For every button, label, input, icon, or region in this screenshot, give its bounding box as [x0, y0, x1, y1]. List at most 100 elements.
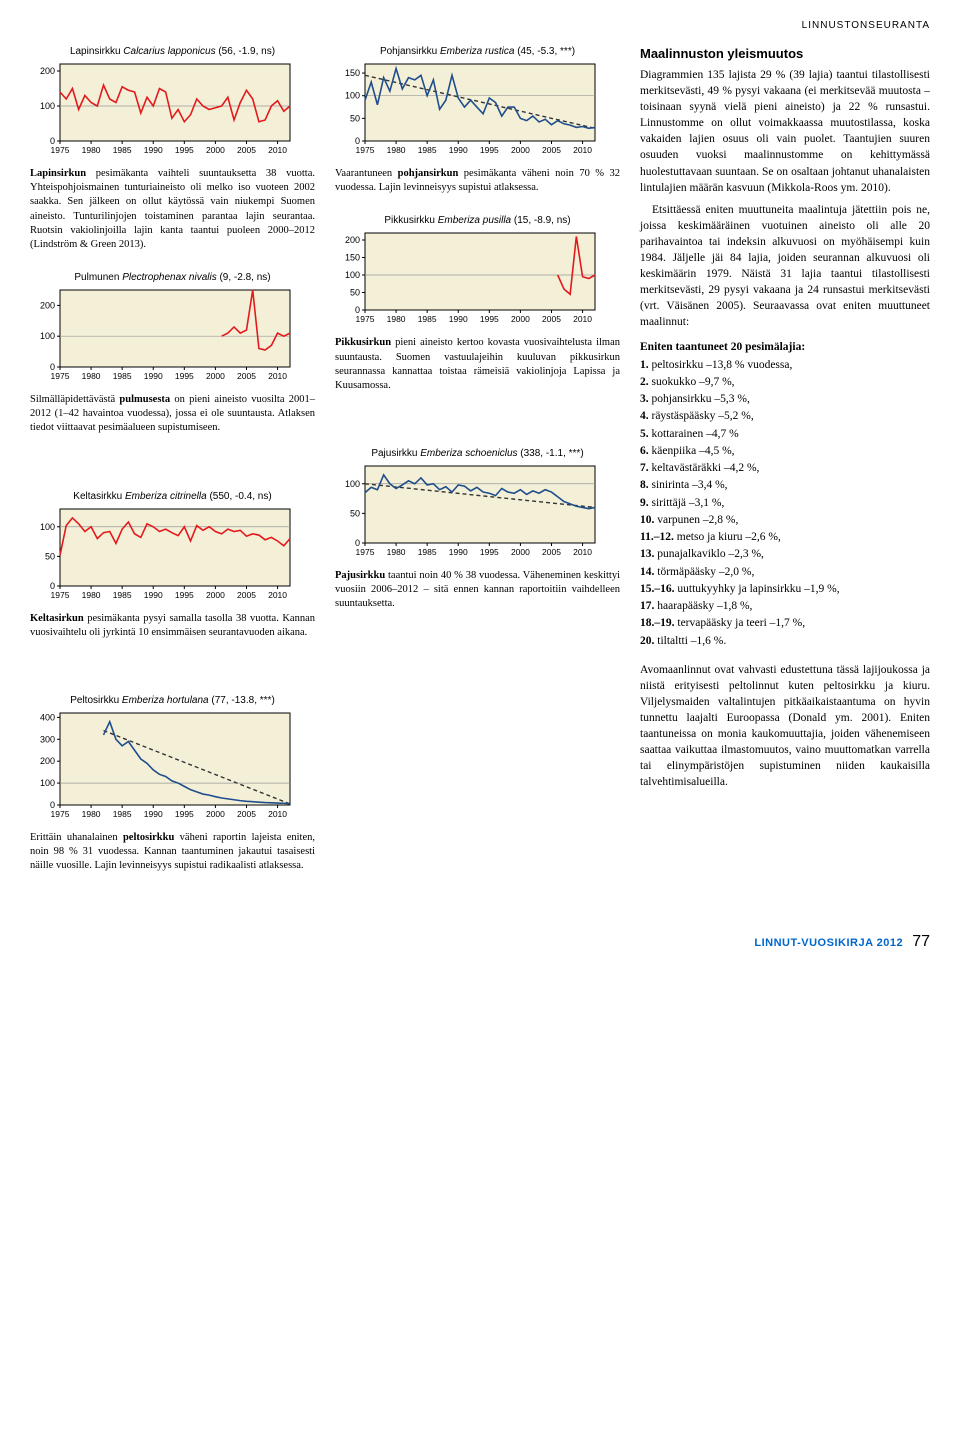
x-tick-label: 2000 — [206, 371, 225, 381]
x-tick-label: 2010 — [573, 547, 592, 557]
species-text: peltosirkku –13,8 % vuodessa, — [652, 359, 793, 371]
species-text: törmäpääsky –2,0 %, — [657, 566, 754, 578]
species-text: suokukko –9,7 %, — [652, 376, 735, 388]
y-tick-label: 200 — [345, 235, 360, 245]
x-tick-label: 1980 — [387, 547, 406, 557]
main-columns: Lapinsirkku Calcarius lapponicus (56, -1… — [30, 46, 930, 893]
chart-caption: Erittäin uhanalainen peltosirkku väheni … — [30, 831, 315, 874]
x-tick-label: 1995 — [480, 314, 499, 324]
species-text: pohjansirkku –5,3 %, — [652, 393, 750, 405]
y-tick-label: 50 — [350, 508, 360, 518]
species-item: 4. räystäspääsky –5,2 %, — [640, 408, 930, 425]
chart-lapinsirkku: Lapinsirkku Calcarius lapponicus (56, -1… — [30, 46, 315, 159]
species-rank: 17. — [640, 600, 657, 612]
x-tick-label: 1985 — [113, 145, 132, 155]
species-item: 1. peltosirkku –13,8 % vuodessa, — [640, 357, 930, 374]
species-item: 8. sinirinta –3,4 %, — [640, 477, 930, 494]
x-tick-label: 2005 — [542, 145, 561, 155]
chart-title: Pikkusirkku Emberiza pusilla (15, -8.9, … — [335, 215, 620, 226]
y-tick-label: 100 — [345, 270, 360, 280]
x-tick-label: 1975 — [51, 590, 70, 600]
species-rank: 15.–16. — [640, 583, 677, 595]
chart-title: Pohjansirkku Emberiza rustica (45, -5.3,… — [335, 46, 620, 57]
chart-caption: Silmälläpidettävästä pulmusesta on pieni… — [30, 393, 315, 436]
x-tick-label: 1975 — [51, 371, 70, 381]
species-text: räystäspääsky –5,2 %, — [652, 410, 754, 422]
x-tick-label: 1995 — [480, 145, 499, 155]
x-tick-label: 1990 — [144, 590, 163, 600]
y-tick-label: 100 — [345, 91, 360, 101]
x-tick-label: 1985 — [418, 314, 437, 324]
species-rank: 6. — [640, 445, 652, 457]
species-item: 15.–16. uuttukyyhky ja lapinsirkku –1,9 … — [640, 581, 930, 598]
species-item: 3. pohjansirkku –5,3 %, — [640, 391, 930, 408]
species-rank: 1. — [640, 359, 652, 371]
chart-svg: 05010019751980198519901995200020052010 — [335, 461, 600, 561]
species-rank: 13. — [640, 548, 657, 560]
x-tick-label: 2005 — [237, 145, 256, 155]
species-rank: 18.–19. — [640, 617, 677, 629]
species-rank: 20. — [640, 635, 657, 647]
species-text: metso ja kiuru –2,6 %, — [677, 531, 781, 543]
x-tick-label: 1980 — [82, 590, 101, 600]
y-tick-label: 100 — [40, 331, 55, 341]
x-tick-label: 1975 — [356, 547, 375, 557]
species-item: 10. varpunen –2,8 %, — [640, 512, 930, 529]
chart-pajusirkku: Pajusirkku Emberiza schoeniclus (338, -1… — [335, 448, 620, 561]
chart-svg: 010020019751980198519901995200020052010 — [30, 59, 295, 159]
right-paragraph: Diagrammien 135 lajista 29 % (39 lajia) … — [640, 67, 930, 196]
species-item: 2. suokukko –9,7 %, — [640, 374, 930, 391]
x-tick-label: 1985 — [418, 145, 437, 155]
species-rank: 5. — [640, 428, 652, 440]
chart-title: Peltosirkku Emberiza hortulana (77, -13.… — [30, 695, 315, 706]
x-tick-label: 2000 — [206, 590, 225, 600]
plot-area — [365, 233, 595, 310]
x-tick-label: 2005 — [542, 547, 561, 557]
x-tick-label: 1985 — [113, 809, 132, 819]
x-tick-label: 1990 — [144, 145, 163, 155]
chart-title: Pulmunen Plectrophenax nivalis (9, -2.8,… — [30, 272, 315, 283]
chart-caption: Pikkusirkun pieni aineisto kertoo kovast… — [335, 336, 620, 393]
magazine-title: LINNUT-VUOSIKIRJA 2012 — [754, 937, 903, 949]
species-item: 9. sirittäjä –3,1 %, — [640, 495, 930, 512]
y-tick-label: 50 — [350, 288, 360, 298]
x-tick-label: 2005 — [237, 809, 256, 819]
y-tick-label: 100 — [40, 521, 55, 531]
y-tick-label: 50 — [45, 551, 55, 561]
species-item: 17. haarapääsky –1,8 %, — [640, 598, 930, 615]
page-number: 77 — [912, 933, 930, 950]
x-tick-label: 1990 — [144, 809, 163, 819]
y-tick-label: 50 — [350, 113, 360, 123]
species-rank: 2. — [640, 376, 652, 388]
chart-pikkusirkku: Pikkusirkku Emberiza pusilla (15, -8.9, … — [335, 215, 620, 328]
species-text: haarapääsky –1,8 %, — [657, 600, 752, 612]
x-tick-label: 2000 — [206, 145, 225, 155]
page-footer: LINNUT-VUOSIKIRJA 2012 77 — [30, 933, 930, 951]
x-tick-label: 1995 — [175, 371, 194, 381]
x-tick-label: 2000 — [206, 809, 225, 819]
column-mid: Pohjansirkku Emberiza rustica (45, -5.3,… — [335, 46, 620, 893]
x-tick-label: 1975 — [356, 314, 375, 324]
y-tick-label: 200 — [40, 300, 55, 310]
species-text: keltavästäräkki –4,2 %, — [652, 462, 760, 474]
y-tick-label: 100 — [40, 101, 55, 111]
x-tick-label: 2005 — [542, 314, 561, 324]
x-tick-label: 1980 — [387, 145, 406, 155]
x-tick-label: 1985 — [113, 590, 132, 600]
spacer — [30, 660, 315, 695]
closing-para: Avomaanlinnut ovat vahvasti edustettuna … — [640, 662, 930, 791]
x-tick-label: 1980 — [82, 145, 101, 155]
species-item: 14. törmäpääsky –2,0 %, — [640, 564, 930, 581]
species-rank: 4. — [640, 410, 652, 422]
species-rank: 14. — [640, 566, 657, 578]
species-text: sirittäjä –3,1 %, — [652, 497, 725, 509]
species-item: 7. keltavästäräkki –4,2 %, — [640, 460, 930, 477]
x-tick-label: 1995 — [175, 590, 194, 600]
x-tick-label: 1975 — [356, 145, 375, 155]
y-tick-label: 200 — [40, 66, 55, 76]
x-tick-label: 2010 — [573, 145, 592, 155]
x-tick-label: 1975 — [51, 145, 70, 155]
section-header: LINNUSTONSEURANTA — [30, 20, 930, 31]
y-tick-label: 400 — [40, 712, 55, 722]
y-tick-label: 200 — [40, 756, 55, 766]
